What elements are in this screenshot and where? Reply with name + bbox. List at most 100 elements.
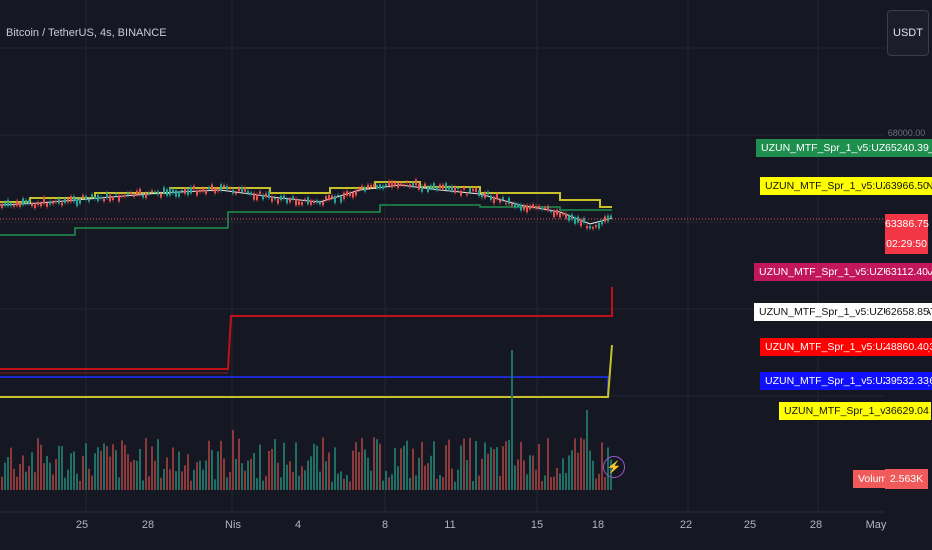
- volume-bar: [343, 478, 345, 490]
- candle: [541, 207, 543, 210]
- volume-bar: [550, 477, 552, 490]
- volume-bar: [457, 469, 459, 490]
- volume-bar: [178, 451, 180, 490]
- indicator-value-gun: 63966.50: [885, 177, 929, 195]
- volume-bars: [1, 350, 612, 490]
- volume-bar: [115, 450, 117, 490]
- currency-button[interactable]: USDT: [887, 10, 929, 56]
- lightning-icon[interactable]: ⚡: [603, 456, 625, 478]
- volume-bar: [280, 477, 282, 490]
- candle: [70, 196, 72, 202]
- volume-bar: [82, 455, 84, 490]
- volume-bar: [25, 471, 27, 490]
- volume-bar: [91, 475, 93, 490]
- candle: [367, 184, 369, 188]
- candle: [352, 193, 354, 198]
- candle: [139, 189, 141, 195]
- candle: [268, 191, 270, 199]
- volume-bar: [526, 474, 528, 490]
- candle: [121, 195, 123, 197]
- volume-bar: [475, 441, 477, 490]
- candle: [43, 196, 45, 204]
- volume-bar: [382, 480, 384, 490]
- volume-bar: [157, 439, 159, 490]
- volume-bar: [424, 465, 426, 490]
- candle: [571, 214, 573, 220]
- candle: [589, 225, 591, 229]
- candle: [154, 191, 156, 193]
- candle: [445, 183, 447, 190]
- volume-bar: [346, 475, 348, 490]
- volume-bar: [127, 453, 129, 490]
- candle: [160, 193, 162, 198]
- candle: [10, 203, 12, 207]
- candle: [538, 205, 540, 209]
- volume-bar: [196, 462, 198, 490]
- x-tick: 25: [743, 519, 757, 531]
- volume-bar: [532, 455, 534, 490]
- candle: [37, 202, 39, 205]
- candle: [337, 194, 339, 196]
- candle: [607, 215, 609, 222]
- candle: [583, 218, 585, 223]
- volume-bar: [61, 446, 63, 490]
- candle: [148, 192, 150, 194]
- candle: [151, 190, 153, 192]
- volume-bar: [169, 469, 171, 490]
- volume-bar: [64, 477, 66, 490]
- volume-bar: [478, 475, 480, 490]
- indicator-value-ay3: 48860.40: [885, 338, 929, 356]
- candle: [289, 198, 291, 203]
- volume-bar: [211, 450, 213, 490]
- volume-bar: [190, 480, 192, 490]
- indicator-value-yillik: 36629.04: [885, 402, 929, 420]
- candle: [100, 196, 102, 199]
- candle: [580, 219, 582, 227]
- candle: [508, 198, 510, 204]
- candle: [298, 201, 300, 205]
- candle: [400, 183, 402, 186]
- volume-bar: [250, 458, 252, 490]
- volume-bar: [97, 447, 99, 490]
- candle: [319, 202, 321, 205]
- volume-bar: [145, 438, 147, 490]
- volume-bar: [133, 460, 135, 490]
- volume-bar: [22, 455, 24, 490]
- volume-bar: [46, 455, 48, 490]
- candle: [328, 195, 330, 200]
- volume-bar: [181, 471, 183, 490]
- candle: [439, 184, 441, 189]
- volume-bar: [202, 469, 204, 490]
- volume-bar: [16, 476, 18, 490]
- volume-bar: [256, 477, 258, 490]
- candle: [67, 198, 69, 203]
- volume-bar: [448, 439, 450, 490]
- volume-bar: [232, 430, 234, 490]
- x-tick: 28: [141, 519, 155, 531]
- volume-bar: [172, 447, 174, 490]
- candle: [94, 197, 96, 199]
- volume-bar: [571, 450, 573, 490]
- volume-bar: [568, 455, 570, 490]
- volume-bar: [355, 442, 357, 490]
- volume-bar: [88, 468, 90, 490]
- volume-bar: [49, 462, 51, 490]
- volume-bar: [562, 458, 564, 490]
- candle: [358, 188, 360, 190]
- symbol-title[interactable]: Bitcoin / TetherUS, 4s, BINANCE: [6, 27, 167, 39]
- volume-bar: [118, 477, 120, 490]
- candle: [502, 197, 504, 201]
- candle: [22, 198, 24, 205]
- candle: [184, 188, 186, 194]
- volume-bar: [442, 477, 444, 490]
- candle: [61, 202, 63, 206]
- candle: [7, 199, 9, 207]
- candle: [58, 198, 60, 204]
- volume-bar: [34, 472, 36, 490]
- volume-bar: [352, 450, 354, 490]
- candle: [145, 193, 147, 198]
- volume-bar: [274, 439, 276, 490]
- candle: [454, 186, 456, 193]
- candle: [112, 197, 114, 200]
